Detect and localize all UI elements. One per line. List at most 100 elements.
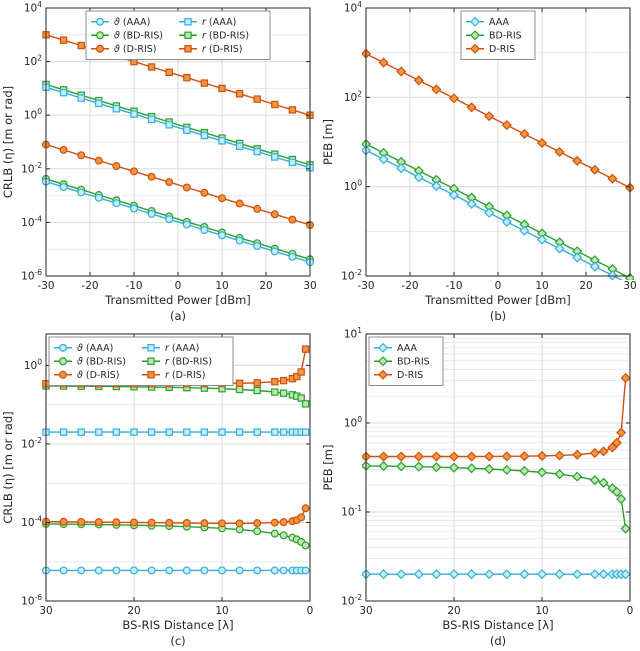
marker-circle [235, 566, 244, 575]
marker-square [279, 428, 288, 436]
subplot-d-panel: 30 20 10 0 10-2 10-1 100 101 BS-RIS Distance [λ]… [320, 326, 640, 651]
marker-circle [130, 566, 139, 575]
chart-a-crlb-vs-power: -30 -20 -10 0 10 20 30 10-6 10-4 10-2 100 102 104 Tra… [1, 0, 317, 307]
marker-circle [288, 252, 297, 261]
legend-label: r (BD-RIS) [202, 31, 249, 42]
marker-diamond [501, 464, 512, 475]
marker-diamond [378, 569, 389, 580]
subplot-caption-a: (a) [169, 309, 187, 323]
marker-diamond [448, 93, 460, 104]
marker-circle [165, 518, 174, 527]
legend: AAA BD-RIS D-RIS [368, 336, 444, 386]
x-tick-label: -20 [81, 280, 98, 292]
x-tick-label: -30 [37, 280, 54, 292]
marker-square [271, 428, 279, 436]
marker-circle [182, 183, 191, 192]
marker-circle [112, 199, 121, 208]
marker-diamond [413, 75, 424, 86]
marker-circle [59, 566, 68, 575]
marker-diamond [466, 102, 477, 113]
marker-square [200, 131, 209, 140]
series-line-BD-RIS [45, 83, 311, 166]
marker-circle [182, 566, 191, 575]
marker-diamond [536, 569, 548, 580]
x-tick-label: -30 [357, 280, 374, 292]
x-tick-label: 30 [39, 605, 52, 617]
marker-diamond [620, 372, 631, 384]
x-tick-label: 10 [215, 605, 228, 617]
marker-circle [279, 566, 288, 575]
marker-square [77, 94, 85, 102]
marker-square [200, 79, 209, 87]
x-tick-label: 30 [623, 280, 636, 292]
marker-diamond [536, 450, 548, 461]
marker-square [165, 428, 173, 436]
series-line-BD-RIS [365, 465, 627, 529]
marker-diamond [448, 451, 460, 462]
marker-circle [200, 226, 209, 235]
legend-label: r (D-RIS) [202, 44, 243, 55]
marker-diamond [589, 475, 600, 486]
marker-diamond [572, 155, 583, 166]
marker-square [253, 386, 261, 395]
marker-circle [235, 199, 244, 208]
marker-diamond [377, 342, 389, 353]
legend-label: ϑ (D-RIS) [77, 370, 120, 381]
marker-diamond [536, 234, 548, 245]
marker-square [77, 428, 85, 436]
marker-diamond [536, 137, 548, 149]
marker-square [184, 18, 192, 26]
legend-label: ϑ (BD-RIS) [77, 357, 126, 368]
series-line-BD-RIS [45, 523, 307, 546]
marker-square [271, 388, 279, 396]
marker-circle [235, 519, 244, 528]
x-axis-label: Transmitted Power [dBm] [104, 293, 251, 307]
y-tick-label: 10-2 [341, 593, 362, 608]
marker-circle [77, 517, 86, 526]
marker-circle [112, 566, 121, 575]
marker-square [147, 63, 156, 71]
x-axis-label: BS-RIS Distance [λ] [442, 618, 553, 632]
legend-label: BD-RIS [397, 357, 430, 368]
marker-diamond [519, 569, 530, 580]
marker-diamond [396, 569, 407, 580]
marker-square [293, 372, 301, 381]
marker-circle [200, 188, 209, 197]
marker-square [235, 142, 244, 150]
marker-circle [279, 518, 288, 527]
marker-diamond [396, 163, 407, 174]
marker-circle [297, 513, 306, 522]
marker-circle [165, 566, 174, 575]
marker-circle [253, 527, 262, 536]
marker-circle [59, 145, 68, 154]
marker-diamond [589, 569, 600, 580]
marker-diamond [396, 451, 407, 462]
marker-circle [301, 566, 310, 575]
y-axis-label: CRLB (η) [m or rad] [1, 411, 15, 523]
marker-square [130, 428, 138, 436]
marker-diamond [501, 120, 512, 131]
subplot-a-panel: -30 -20 -10 0 10 20 30 10-6 10-4 10-2 100 102 104 Tra… [0, 0, 320, 326]
x-tick-label: 0 [627, 605, 634, 617]
x-tick-label: 10 [535, 280, 548, 292]
y-tick-label: 10-4 [21, 514, 42, 529]
marker-square [95, 99, 103, 108]
marker-circle [165, 215, 174, 224]
marker-circle [165, 178, 174, 187]
marker-diamond [620, 569, 631, 580]
x-tick-label: -10 [445, 280, 462, 292]
marker-diamond [413, 461, 424, 472]
marker-diamond [572, 449, 583, 460]
x-tick-label: 0 [175, 280, 182, 292]
marker-diamond [378, 57, 389, 68]
marker-circle [59, 183, 68, 192]
marker-circle [77, 151, 86, 160]
y-tick-label: 100 [344, 179, 362, 194]
y-tick-label: 102 [24, 54, 42, 69]
marker-circle [270, 247, 279, 256]
series-line-AAA [365, 149, 623, 280]
marker-square [147, 344, 155, 352]
marker-square [279, 376, 288, 385]
legend-label: r (D-RIS) [165, 370, 206, 381]
